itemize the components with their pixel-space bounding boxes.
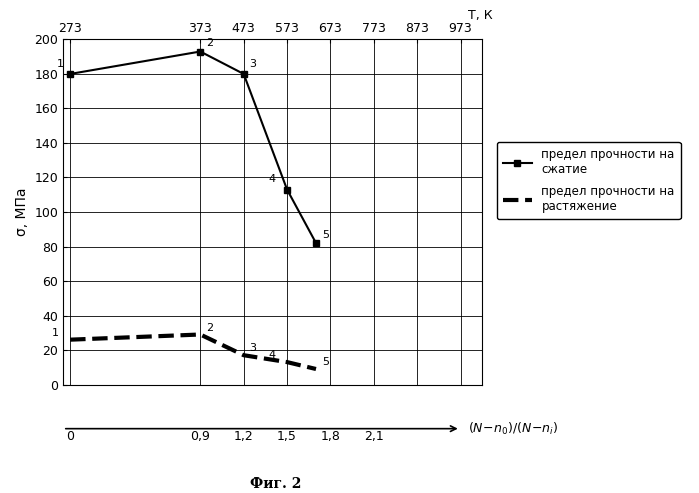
- Text: 4: 4: [268, 351, 275, 360]
- Text: 2,1: 2,1: [364, 430, 384, 443]
- Text: 5: 5: [322, 230, 329, 240]
- Text: 1,8: 1,8: [321, 430, 340, 443]
- Text: Т, К: Т, К: [468, 9, 493, 22]
- Text: 0: 0: [66, 430, 74, 443]
- Text: 2: 2: [206, 38, 213, 48]
- Text: 1: 1: [57, 59, 64, 69]
- Text: 4: 4: [268, 175, 275, 184]
- Text: 2: 2: [206, 323, 213, 333]
- Text: 5: 5: [322, 357, 329, 367]
- Legend: предел прочности на
сжатие, предел прочности на
растяжение: предел прочности на сжатие, предел прочн…: [496, 142, 681, 219]
- Text: 1,5: 1,5: [277, 430, 297, 443]
- Text: 1: 1: [51, 328, 58, 338]
- Text: 3: 3: [250, 344, 257, 353]
- Text: Фиг. 2: Фиг. 2: [250, 477, 302, 491]
- Text: $(N\!-\!n_0)/(N\!-\!n_i)$: $(N\!-\!n_0)/(N\!-\!n_i)$: [468, 421, 559, 437]
- Text: 0,9: 0,9: [190, 430, 210, 443]
- Text: 3: 3: [250, 59, 257, 69]
- Y-axis label: σ, МПа: σ, МПа: [15, 188, 29, 236]
- Text: 1,2: 1,2: [233, 430, 254, 443]
